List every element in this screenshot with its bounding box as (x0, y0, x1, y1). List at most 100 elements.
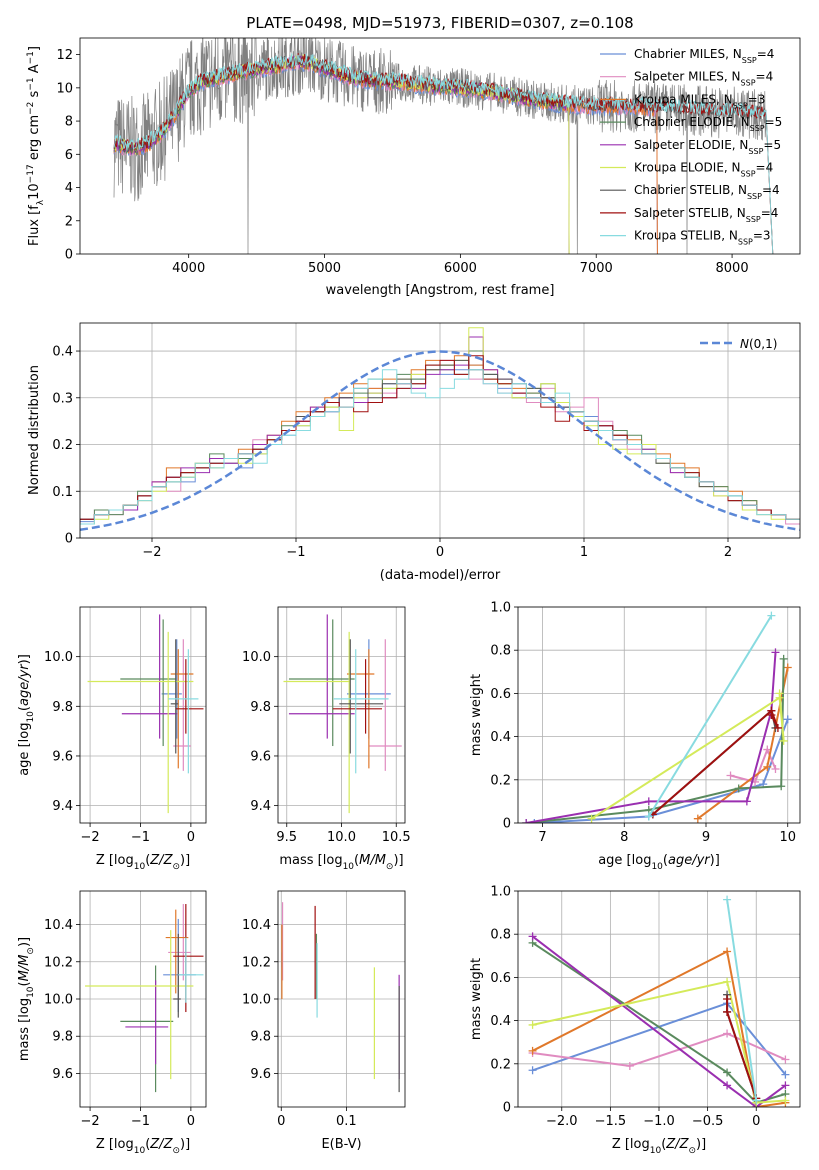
grid (518, 890, 800, 1108)
y-tick-label: 6 (65, 148, 73, 163)
y-tick-label: 0.1 (52, 485, 73, 500)
errorbar-kroupa-stelib (168, 649, 199, 774)
plot-area (281, 902, 400, 1093)
errorbar-chabrier-stelib (170, 639, 179, 754)
y-axis-label: age [log10(age/yr)] (17, 654, 36, 776)
x-axis-label: (data-model)/error (380, 568, 501, 583)
y-tick-label: 0 (65, 248, 73, 263)
legend-entry: Kroupa ELODIE, NSSP=4 (634, 161, 773, 179)
histogram-salpeter-elodie (80, 336, 800, 538)
errorbar-chabrier-elodie (288, 619, 355, 747)
weight-series-chabrier-miles (530, 715, 792, 823)
y-tick-label: 0.4 (52, 345, 73, 360)
panel-age-vs-mass: 9.5 10.0 10.5 9.4 9.6 9.8 10.0 mass [log10(M/M⊙… (242, 606, 411, 872)
x-tick-label: −1 (131, 1114, 150, 1129)
weight-series-kroupa-stelib (723, 895, 761, 1105)
panel-mass-vs-Z: −2 −1 0 9.6 9.8 10.0 10.2 10.4 Z [log10(Z/Z⊙)] ma… (17, 890, 207, 1156)
y-tick-label: 10.4 (242, 918, 271, 933)
y-tick-label: 10.0 (242, 993, 271, 1008)
weight-marker (625, 1061, 634, 1070)
panel-spectrum: 4000 5000 6000 7000 8000 0 2 4 6 8 10 12 Chabrier MI… (26, 37, 801, 298)
panel-mass-vs-EBV: 0 0.1 9.6 9.8 10.0 10.2 10.4 E(B-V) (242, 890, 406, 1152)
y-tick-label: 2 (65, 214, 73, 229)
errorbar-kroupa-elodie (85, 930, 194, 1080)
x-tick-label: −1.5 (595, 1114, 627, 1129)
weight-line (652, 708, 779, 816)
weight-marker (781, 1055, 790, 1064)
model-spectrum-kroupa-stelib (113, 53, 774, 254)
plot-area (113, 38, 774, 254)
errorbar-salpeter-miles (368, 639, 402, 771)
y-tick-label: 9.6 (250, 1067, 271, 1082)
y-tick-label: 10.0 (242, 650, 271, 665)
weight-line (647, 615, 773, 818)
x-tick-label: 4000 (172, 261, 205, 276)
weight-series-kroupa-stelib (644, 611, 776, 821)
weight-marker (723, 1068, 732, 1077)
x-tick-label: −2 (80, 830, 99, 845)
gaussian-curve (80, 350, 800, 532)
y-tick-label: 10.2 (44, 955, 73, 970)
legend-entry: Salpeter ELODIE, NSSP=5 (634, 138, 781, 156)
y-tick-label: 9.6 (250, 749, 271, 764)
y-tick-label: 10.4 (44, 918, 73, 933)
x-axis-label: wavelength [Angstrom, rest frame] (326, 283, 555, 298)
grid (80, 891, 206, 1107)
x-tick-label: 9.5 (276, 830, 297, 845)
plot-area (283, 614, 402, 814)
weight-marker (644, 812, 653, 821)
weight-marker (777, 782, 786, 791)
y-axis-label: Normed distribution (27, 365, 42, 495)
weight-marker (723, 995, 732, 1003)
y-axis-label: Flux [fλ10−17 erg cm−2 s−1 A−1] (26, 46, 46, 246)
errorbar-salpeter-stelib (332, 659, 383, 734)
weight-marker (783, 715, 792, 724)
errorbar-kroupa-elodie (283, 631, 351, 814)
weight-marker (528, 1066, 537, 1075)
weight-marker (530, 819, 539, 823)
x-tick-label: −1 (131, 830, 150, 845)
y-axis-label: mass [log10(M/M⊙)] (17, 937, 36, 1061)
weight-line (532, 980, 786, 1104)
weight-marker (723, 1007, 732, 1016)
axes-frame (517, 606, 801, 824)
weight-marker (528, 1020, 537, 1029)
weight-marker (773, 723, 782, 732)
x-tick-label: 1 (580, 545, 588, 560)
y-tick-label: 0.6 (490, 687, 511, 702)
weight-marker (767, 611, 776, 620)
x-axis-label: Z [log10(Z/Z⊙)] (96, 853, 190, 872)
spectrum-legend: Chabrier MILES, NSSP=4 Salpeter MILES, NS… (600, 47, 782, 246)
weight-series-salpeter-miles (726, 745, 780, 786)
plot-area (87, 614, 204, 814)
weight-line (532, 950, 786, 1107)
weight-series-kroupa-elodie (528, 977, 790, 1107)
weight-marker (781, 1096, 790, 1105)
y-tick-label: 0.3 (52, 391, 73, 406)
y-tick-label: 9.8 (250, 700, 271, 715)
x-axis-label: E(B-V) (321, 1137, 361, 1152)
x-tick-label: −2.0 (546, 1114, 578, 1129)
errorbar-kroupa-miles (165, 909, 189, 994)
weight-marker (763, 762, 772, 771)
grid (80, 323, 800, 539)
panel-weight-vs-age: 7 8 9 10 0 0.2 0.4 0.6 0.8 1.0 age [log10(age/yr)]… (469, 601, 801, 872)
y-tick-label: 10 (56, 81, 73, 96)
panel-age-vs-Z: −2 −1 0 9.4 9.6 9.8 10.0 Z [log10(Z/Z⊙)] age [lo… (17, 606, 207, 872)
x-tick-label: 0 (187, 830, 195, 845)
errorbar-salpeter-elodie (288, 614, 355, 739)
legend-entry: Salpeter MILES, NSSP=4 (634, 70, 773, 88)
y-tick-label: 9.8 (52, 1030, 73, 1045)
y-axis-label: mass weight (469, 958, 484, 1040)
weight-marker (587, 814, 596, 823)
y-tick-label: 0.2 (52, 438, 73, 453)
y-tick-label: 9.6 (52, 1067, 73, 1082)
legend-entry: Chabrier STELIB, NSSP=4 (634, 183, 780, 201)
weight-marker (781, 1070, 790, 1079)
y-tick-label: 0 (65, 532, 73, 547)
weight-marker (528, 1046, 537, 1055)
figure-title: PLATE=0498, MJD=51973, FIBERID=0307, z=0… (246, 14, 633, 32)
errorbar-chabrier-elodie (120, 619, 176, 747)
grid (278, 891, 405, 1107)
